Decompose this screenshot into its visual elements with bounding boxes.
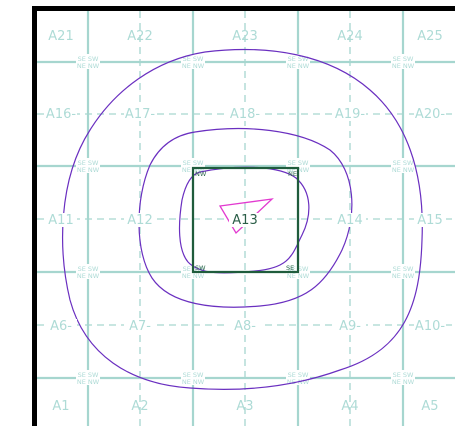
svg-text:SE SW: SE SW bbox=[78, 371, 99, 379]
cell-label-a22: A22 bbox=[127, 29, 152, 44]
cell-label-a2: A2 bbox=[131, 399, 148, 414]
cell-label-backing bbox=[334, 107, 366, 121]
cell-label-a12: A12 bbox=[127, 213, 152, 228]
cell-label-backing bbox=[124, 107, 156, 121]
svg-text:NE NW: NE NW bbox=[287, 62, 310, 70]
svg-text:NE NW: NE NW bbox=[392, 62, 415, 70]
cell-label-backing bbox=[124, 319, 156, 333]
svg-text:NE NW: NE NW bbox=[392, 378, 415, 386]
cell-label-a5: A5 bbox=[421, 399, 438, 414]
contour-inner bbox=[178, 166, 310, 274]
svg-text:SE SW: SE SW bbox=[78, 265, 99, 273]
cell-label-backing bbox=[334, 213, 366, 227]
cell-label-a19: A19- bbox=[335, 107, 365, 122]
svg-text:SE SW: SE SW bbox=[78, 159, 99, 167]
cell-label-backing bbox=[45, 107, 77, 121]
svg-text:NE NW: NE NW bbox=[182, 62, 205, 70]
svg-text:SE SW: SE SW bbox=[183, 55, 204, 63]
cell-label-backing bbox=[229, 319, 261, 333]
cell-label-backing bbox=[229, 213, 261, 227]
cell-label-a18: A18- bbox=[230, 107, 260, 122]
svg-text:SE SW: SE SW bbox=[78, 55, 99, 63]
highlight-corner-ne: NE bbox=[288, 170, 297, 178]
cell-label-backing bbox=[414, 107, 446, 121]
highlight-cell-box bbox=[191, 166, 300, 274]
cell-label-backing bbox=[45, 319, 77, 333]
highlight-corner-sw: SW bbox=[195, 264, 206, 272]
svg-text:NE NW: NE NW bbox=[77, 378, 100, 386]
cell-label-a15: A15 bbox=[417, 213, 442, 228]
cell-label-backing bbox=[414, 213, 446, 227]
cell-label-a25: A25 bbox=[417, 29, 442, 44]
svg-text:SE SW: SE SW bbox=[183, 159, 204, 167]
cell-label-a14: A14 bbox=[337, 213, 362, 228]
highlight-corner-nw: NW bbox=[195, 170, 207, 178]
svg-text:NE NW: NE NW bbox=[392, 166, 415, 174]
cell-label-a6: A6- bbox=[50, 319, 72, 334]
cell-label-a23: A23 bbox=[232, 29, 257, 44]
svg-text:NE NW: NE NW bbox=[392, 272, 415, 280]
cell-label-a17: A17- bbox=[125, 107, 155, 122]
cell-label-a9: A9- bbox=[339, 319, 361, 334]
svg-text:NE NW: NE NW bbox=[182, 378, 205, 386]
cell-label-a1: A1 bbox=[52, 399, 69, 414]
cell-label-a24: A24 bbox=[337, 29, 362, 44]
cell-label-backing bbox=[124, 213, 156, 227]
cell-label-a7: A7- bbox=[129, 319, 151, 334]
cell-label-backing bbox=[45, 213, 77, 227]
svg-text:SE SW: SE SW bbox=[183, 371, 204, 379]
svg-text:NE NW: NE NW bbox=[77, 62, 100, 70]
svg-text:NE NW: NE NW bbox=[77, 166, 100, 174]
svg-text:SE SW: SE SW bbox=[393, 371, 414, 379]
highlight-corner-se: SE bbox=[286, 264, 294, 272]
cell-label-a3: A3 bbox=[236, 399, 253, 414]
cell-label-a8: A8- bbox=[234, 319, 256, 334]
contour-outer bbox=[62, 48, 423, 391]
svg-text:SE SW: SE SW bbox=[288, 371, 309, 379]
cell-label-a13: A13 bbox=[232, 213, 257, 228]
cell-labels: A21 A22 A23 A24 A25 A16- A17- A18- A19- A20- A11 A1… bbox=[45, 29, 446, 414]
cell-label-a20: A20- bbox=[415, 107, 445, 122]
cell-label-backing bbox=[334, 319, 366, 333]
cell-label-a10: A10- bbox=[415, 319, 445, 334]
svg-text:NE NW: NE NW bbox=[182, 272, 205, 280]
cell-label-backing bbox=[229, 107, 261, 121]
cell-label-a16: A16- bbox=[46, 107, 76, 122]
contour-lines bbox=[62, 48, 423, 391]
svg-text:SE SW: SE SW bbox=[393, 265, 414, 273]
svg-text:SE SW: SE SW bbox=[393, 55, 414, 63]
cell-label-a11: A11 bbox=[48, 213, 73, 228]
svg-text:NE NW: NE NW bbox=[287, 272, 310, 280]
cell-label-backing bbox=[414, 319, 446, 333]
frame-left bbox=[32, 6, 37, 426]
cell-label-a21: A21 bbox=[48, 29, 73, 44]
svg-text:NE NW: NE NW bbox=[77, 272, 100, 280]
frame-top bbox=[32, 6, 455, 11]
contour-middle bbox=[138, 128, 353, 308]
svg-text:SE SW: SE SW bbox=[393, 159, 414, 167]
svg-text:SE SW: SE SW bbox=[288, 159, 309, 167]
cell-label-a4: A4 bbox=[341, 399, 358, 414]
svg-text:SE SW: SE SW bbox=[288, 55, 309, 63]
